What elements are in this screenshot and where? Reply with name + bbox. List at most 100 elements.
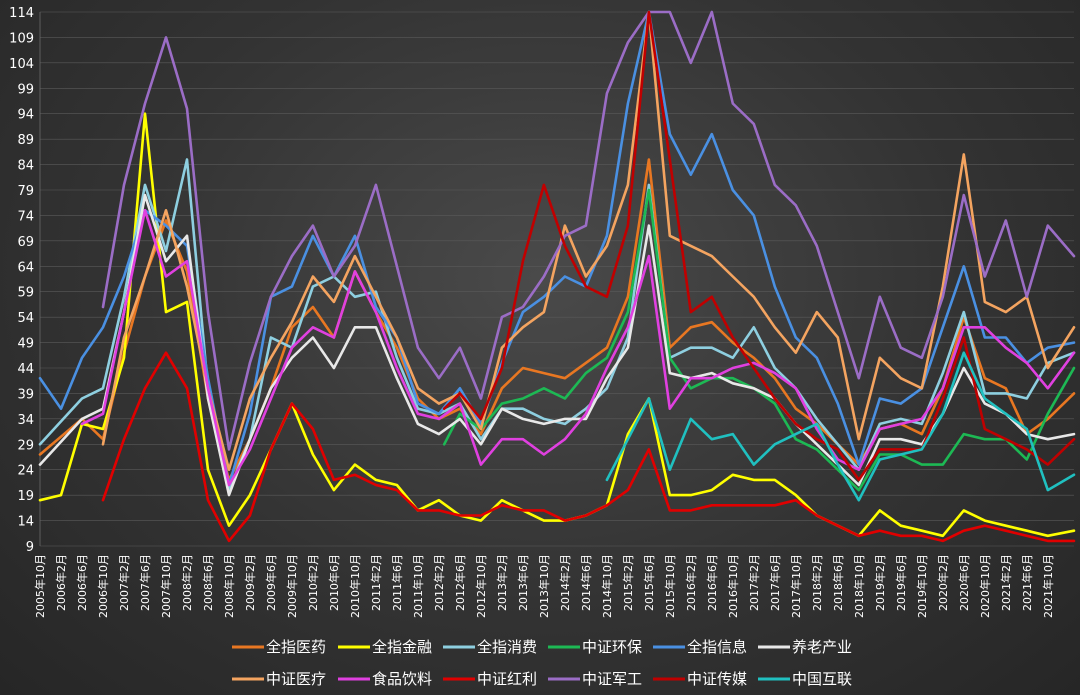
y-tick-label: 59 (17, 286, 34, 301)
grid-lines (39, 11, 1074, 547)
x-tick-label: 2014年6月 (579, 554, 593, 611)
x-tick-label: 2016年2月 (684, 554, 698, 611)
y-tick-label: 34 (17, 413, 34, 428)
y-tick-label: 14 (17, 515, 34, 530)
y-tick-label: 9 (26, 540, 34, 555)
y-tick-label: 99 (17, 82, 34, 97)
y-tick-label: 49 (17, 337, 34, 352)
y-tick-label: 64 (17, 260, 34, 275)
y-tick-label: 84 (17, 159, 34, 174)
series-line-5 (38, 10, 1076, 487)
x-tick-label: 2006年10月 (96, 554, 110, 618)
x-tick-label: 2018年2月 (810, 554, 824, 611)
x-tick-label: 2015年10月 (663, 554, 677, 618)
x-tick-label: 2008年10月 (222, 554, 236, 618)
legend-item: 中国互联 (758, 670, 852, 688)
x-tick-label: 2018年6月 (831, 554, 845, 611)
legend-item: 全指医药 (232, 638, 326, 656)
legend-label: 全指金融 (372, 638, 432, 656)
legend-label: 中国互联 (792, 670, 852, 688)
x-tick-label: 2020年2月 (936, 554, 950, 611)
y-tick-label: 94 (17, 108, 34, 123)
y-tick-label: 54 (17, 311, 34, 326)
legend-item: 中证医疗 (232, 670, 326, 688)
series-line-12 (605, 351, 1076, 502)
series-line-8 (80, 209, 1076, 487)
x-tick-label: 2008年2月 (180, 554, 194, 611)
y-tick-label: 89 (17, 133, 34, 148)
x-tick-label: 2017年2月 (747, 554, 761, 611)
x-tick-label: 2012年2月 (432, 554, 446, 611)
x-tick-label: 2018年10月 (852, 554, 866, 618)
y-tick-label: 29 (17, 438, 34, 453)
series-line-7 (101, 10, 1076, 472)
legend-item: 全指信息 (653, 638, 747, 656)
x-tick-label: 2006年2月 (54, 554, 68, 611)
x-tick-label: 2011年6月 (390, 554, 404, 611)
legend-label: 养老产业 (792, 638, 852, 656)
y-tick-label: 79 (17, 184, 34, 199)
x-tick-label: 2009年6月 (264, 554, 278, 611)
y-tick-label: 24 (17, 464, 34, 479)
legend-item: 全指金融 (338, 638, 432, 656)
legend-label: 食品饮料 (372, 670, 432, 688)
x-tick-label: 2010年2月 (306, 554, 320, 611)
y-tick-label: 19 (17, 489, 34, 504)
legend-item: 全指消费 (443, 638, 537, 656)
series-line-9 (101, 351, 1076, 543)
x-tick-label: 2015年6月 (642, 554, 656, 611)
legend-item: 食品饮料 (338, 670, 432, 688)
series-line-11 (442, 10, 1076, 482)
legend-label: 全指医药 (266, 638, 326, 656)
x-tick-label: 2005年10月 (33, 554, 47, 618)
legend-item: 中证传媒 (653, 670, 747, 688)
y-axis-ticks: 9 14 19 24 29 34 39 44 49 54 59 64 69 74 79 84 89 94 99 104… (9, 6, 34, 555)
legend-label: 中证医疗 (266, 670, 326, 688)
x-tick-label: 2007年2月 (117, 554, 131, 611)
legend-item: 中证红利 (443, 670, 537, 688)
series-line-6 (38, 193, 1076, 497)
x-tick-label: 2015年2月 (621, 554, 635, 611)
x-tick-label: 2017年6月 (768, 554, 782, 611)
x-tick-label: 2008年6月 (201, 554, 215, 611)
x-axis-ticks: 2005年10月 2006年2月 2006年6月 2006年10月 2007年2月 200… (33, 554, 1055, 618)
x-tick-label: 2019年6月 (894, 554, 908, 611)
y-tick-label: 109 (9, 31, 34, 46)
x-tick-label: 2013年2月 (495, 554, 509, 611)
x-tick-label: 2007年6月 (138, 554, 152, 611)
x-tick-label: 2016年6月 (705, 554, 719, 611)
x-tick-label: 2019年2月 (873, 554, 887, 611)
x-tick-label: 2009年10月 (285, 554, 299, 618)
legend-label: 中证红利 (477, 670, 537, 688)
x-tick-label: 2011年2月 (369, 554, 383, 611)
x-tick-label: 2012年6月 (453, 554, 467, 611)
legend-label: 中证传媒 (687, 670, 747, 688)
legend-label: 全指消费 (477, 638, 537, 656)
series-line-2 (38, 112, 1076, 538)
x-tick-label: 2010年10月 (348, 554, 362, 618)
y-tick-label: 74 (17, 209, 34, 224)
legend-label: 中证军工 (582, 670, 642, 688)
x-tick-label: 2007年10月 (159, 554, 173, 618)
y-tick-label: 104 (9, 57, 34, 72)
y-tick-label: 44 (17, 362, 34, 377)
x-tick-label: 2017年10月 (789, 554, 803, 618)
series-lines (38, 10, 1076, 543)
x-tick-label: 2013年10月 (537, 554, 551, 618)
legend-item: 养老产业 (758, 638, 852, 656)
x-tick-label: 2012年10月 (474, 554, 488, 618)
legend-item: 中证军工 (548, 670, 642, 688)
x-tick-label: 2010年6月 (327, 554, 341, 611)
y-tick-label: 114 (9, 6, 34, 21)
x-tick-label: 2016年10月 (726, 554, 740, 618)
legend-label: 中证环保 (582, 638, 642, 656)
x-tick-label: 2021年10月 (1041, 554, 1055, 618)
x-tick-label: 2020年6月 (957, 554, 971, 611)
y-tick-label: 39 (17, 387, 34, 402)
x-tick-label: 2021年6月 (1020, 554, 1034, 611)
x-tick-label: 2013年6月 (516, 554, 530, 611)
legend-item: 中证环保 (548, 638, 642, 656)
x-tick-label: 2011年10月 (411, 554, 425, 618)
